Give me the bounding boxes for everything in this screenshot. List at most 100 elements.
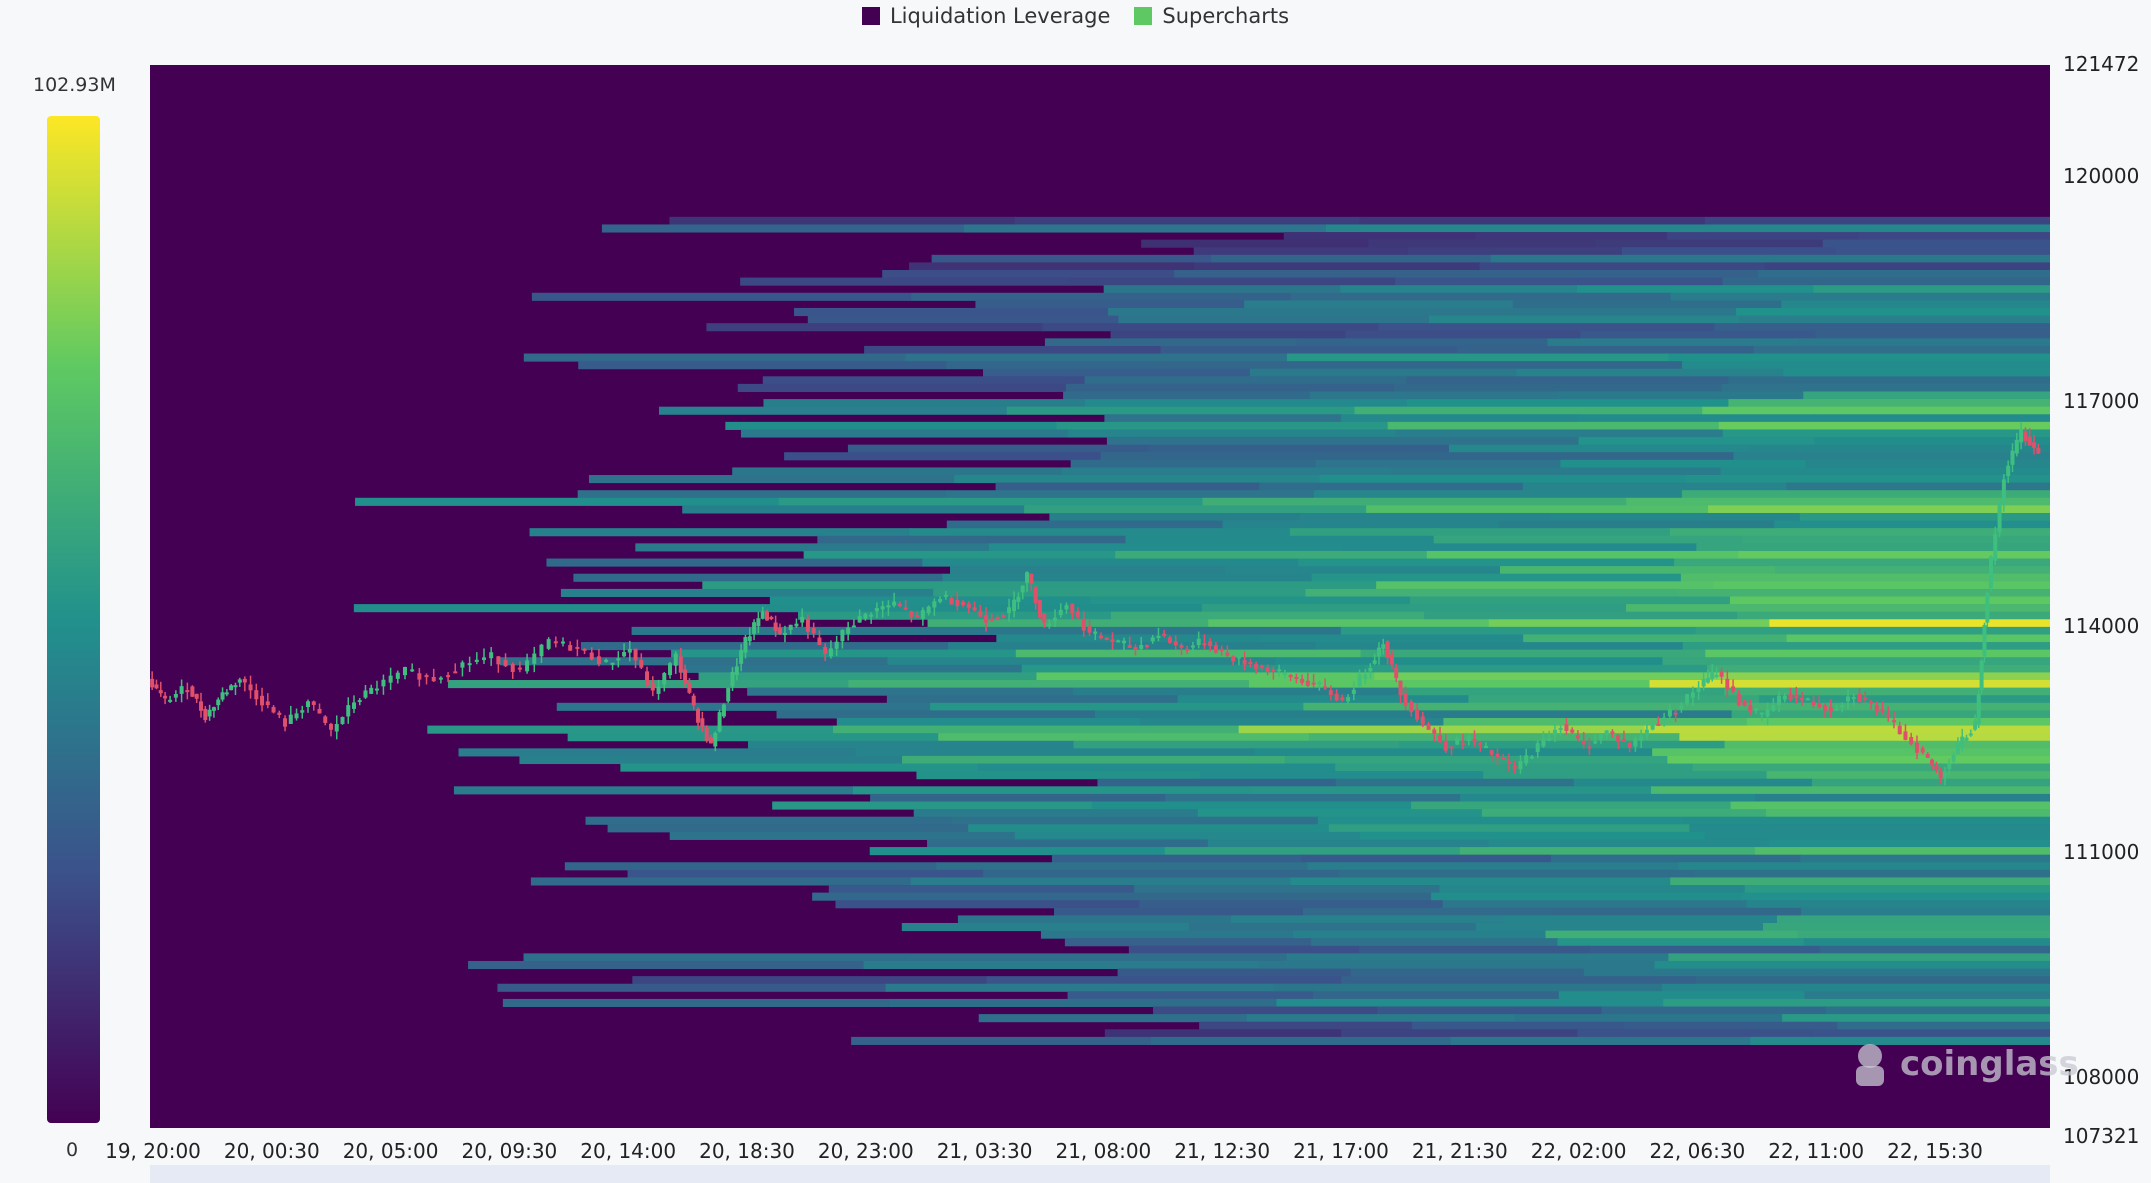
liquidation-band — [1290, 877, 1672, 886]
liquidation-band — [963, 224, 1327, 233]
liquidation-band — [803, 550, 1117, 560]
liquidation-band — [887, 657, 1276, 666]
liquidation-band — [922, 558, 1300, 567]
range-navigator[interactable] — [150, 1165, 2050, 1183]
candle-body — [857, 616, 862, 623]
candle-body — [1518, 761, 1523, 770]
liquidation-band — [1516, 368, 1785, 377]
candle-body — [525, 660, 530, 672]
liquidation-band — [1424, 611, 1739, 620]
liquidation-band — [1722, 429, 2050, 438]
candle-body — [517, 667, 522, 670]
liquidation-band — [1118, 315, 1430, 324]
candle-body — [311, 701, 316, 705]
candle-body — [938, 598, 943, 602]
liquidation-band — [1739, 315, 2050, 324]
candle-body — [431, 676, 436, 682]
liquidation-band — [983, 869, 1340, 878]
candle-body — [811, 628, 816, 634]
liquidation-band — [769, 596, 1091, 605]
candle-body — [277, 712, 282, 715]
candle-body — [1897, 725, 1902, 735]
liquidation-band — [1360, 649, 1707, 658]
heatmap-plot-area[interactable] — [150, 65, 2050, 1128]
candle-body — [764, 611, 769, 621]
liquidation-band — [1072, 687, 1400, 696]
liquidation-band — [1051, 854, 1303, 863]
candle-body — [828, 648, 833, 657]
liquidation-band — [355, 497, 780, 506]
candle-body — [211, 707, 216, 711]
candle-body — [1914, 742, 1919, 753]
candle-body — [532, 653, 537, 664]
watermark-text: coinglass — [1900, 1044, 2079, 1084]
x-tick-label: 21, 03:30 — [936, 1139, 1033, 1163]
candle-body — [1300, 678, 1305, 683]
liquidation-band — [1064, 938, 1313, 947]
liquidation-band — [1319, 475, 1686, 484]
liquidation-band — [1376, 581, 1715, 590]
liquidation-band — [1398, 740, 1726, 749]
liquidation-band — [835, 900, 1141, 909]
candle-body — [539, 644, 544, 657]
candle-body — [1891, 720, 1896, 723]
liquidation-band — [1721, 383, 2050, 392]
liquidation-band — [1249, 368, 1518, 377]
legend-item-supercharts[interactable]: Supercharts — [1134, 4, 1289, 28]
candle-body — [224, 692, 229, 695]
liquidation-band — [885, 983, 1275, 992]
liquidation-band — [578, 361, 948, 370]
liquidation-band — [778, 497, 1204, 506]
liquidation-band — [1359, 945, 1591, 954]
candle-body — [1495, 753, 1500, 758]
x-tick-label: 20, 00:30 — [223, 1139, 320, 1163]
candle-body — [1025, 572, 1030, 584]
liquidation-band — [1199, 1021, 1413, 1030]
candle-body — [334, 724, 339, 732]
candle-body — [561, 641, 566, 644]
liquidation-band — [1488, 839, 1771, 848]
candle-body — [1323, 686, 1328, 689]
candle-body — [1363, 674, 1368, 679]
candle-body — [1432, 729, 1437, 735]
liquidation-band — [1556, 391, 1805, 400]
liquidation-band — [1475, 232, 1668, 241]
liquidation-band — [946, 520, 1224, 529]
liquidation-band — [1024, 505, 1368, 514]
candle-body — [656, 686, 661, 694]
liquidation-band — [1442, 900, 1748, 909]
liquidation-band — [1737, 611, 2050, 620]
liquidation-band — [607, 824, 970, 833]
liquidation-band — [1014, 831, 1361, 840]
candle-body — [1029, 573, 1034, 584]
candle-body — [568, 645, 573, 651]
liquidation-band — [1799, 512, 2050, 522]
candle-body — [1719, 671, 1724, 677]
candle-body — [1973, 720, 1978, 730]
liquidation-band — [1758, 270, 2050, 279]
candle-body — [2010, 450, 2015, 465]
candle-body — [1942, 772, 1947, 777]
liquidation-band — [725, 421, 1058, 430]
y-tick-label: 121472 — [2063, 52, 2140, 76]
legend-item-liquidation-leverage[interactable]: Liquidation Leverage — [861, 4, 1110, 28]
liquidation-band — [763, 399, 1087, 408]
candle-body — [369, 687, 374, 694]
liquidation-band — [1393, 383, 1723, 392]
liquidation-band — [1328, 824, 1691, 833]
liquidation-band — [1707, 664, 2050, 673]
liquidation-band — [847, 444, 1150, 453]
liquidation-band — [1661, 983, 2050, 992]
candle-body — [1851, 697, 1856, 700]
liquidation-band — [1359, 216, 1706, 225]
liquidation-band — [1744, 885, 2050, 894]
heatmap-svg — [150, 216, 2050, 1045]
liquidation-band — [1317, 816, 1685, 825]
liquidation-band — [1140, 717, 1445, 727]
liquidation-band — [1428, 315, 1741, 324]
candle-body — [903, 607, 908, 610]
liquidation-band — [852, 786, 1253, 795]
candle-body — [1880, 708, 1885, 712]
candle-body — [190, 686, 195, 697]
candle-body — [1696, 688, 1701, 693]
